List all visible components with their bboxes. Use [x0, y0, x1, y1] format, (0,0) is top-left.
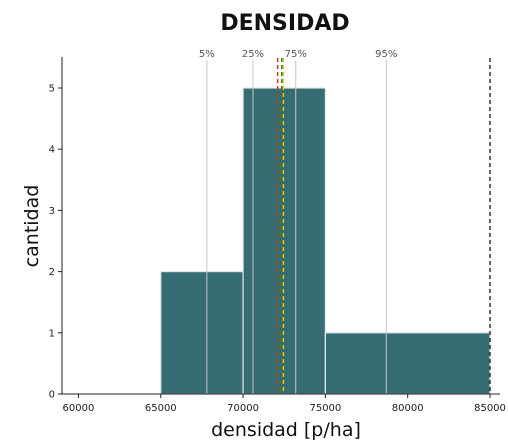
percentile-label-4: 95%: [375, 49, 397, 60]
x-axis-label: densidad [p/ha]: [211, 419, 361, 441]
y-tick-label-3: 2: [49, 267, 55, 278]
histogram-bar-3: [324, 332, 491, 395]
percentile-lines-layer: 5% 25% 75% 95%: [199, 49, 397, 394]
bars-layer: [160, 87, 491, 395]
y-axis-label: cantidad: [21, 185, 43, 268]
ticks-layer: 60000 65000 70000 75000 80000 85000 0 1 2 3 4 5: [49, 84, 506, 415]
y-tick-label-5: 4: [49, 145, 55, 156]
reference-lines-layer: [276, 58, 491, 394]
x-tick-label-6: 85000: [474, 403, 506, 414]
histogram-bar-1: [160, 271, 244, 395]
x-tick-label-3: 70000: [227, 403, 259, 414]
histogram-bar-2: [242, 87, 326, 395]
axes-layer: [61, 57, 500, 395]
x-tick-label-5: 80000: [392, 403, 424, 414]
y-tick-label-4: 3: [49, 206, 55, 217]
percentile-label-2: 25%: [242, 49, 264, 60]
y-tick-label-2: 1: [49, 328, 55, 339]
y-tick-label-6: 5: [49, 84, 55, 95]
chart-title: DENSIDAD: [220, 11, 349, 36]
x-tick-label-1: 60000: [63, 403, 95, 414]
x-tick-label-4: 75000: [309, 403, 341, 414]
percentile-label-1: 5%: [199, 49, 215, 60]
percentile-label-3: 75%: [285, 49, 307, 60]
y-tick-label-1: 0: [49, 390, 55, 401]
x-tick-label-2: 65000: [145, 403, 177, 414]
